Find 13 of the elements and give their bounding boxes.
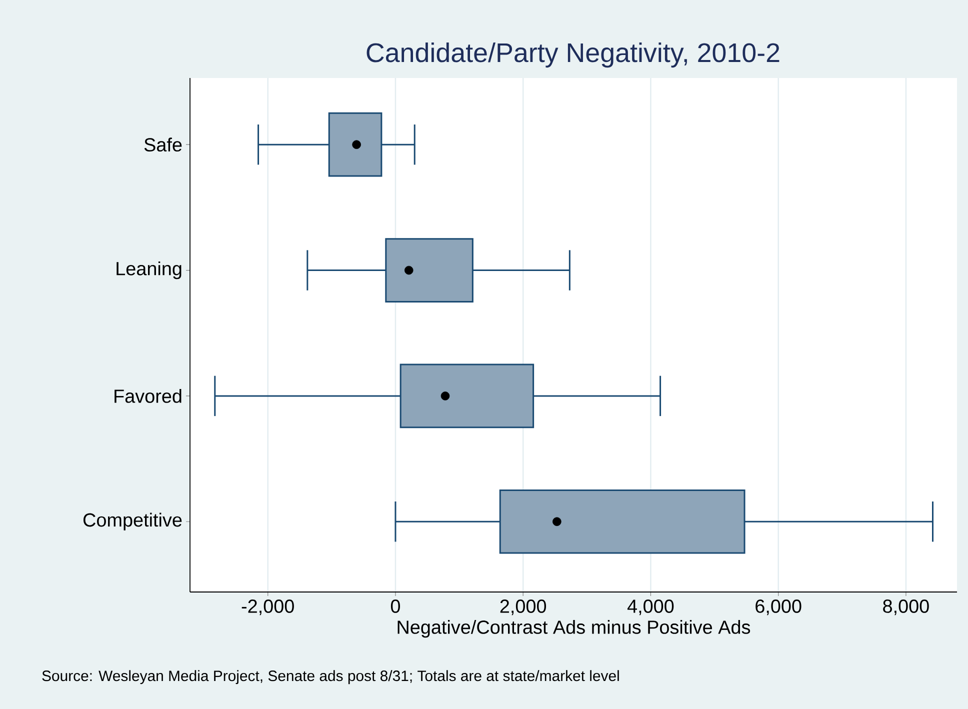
chart-title: Candidate/Party Negativity, 2010-2: [366, 42, 780, 68]
x-tick-label: 4,000: [627, 600, 674, 616]
x-tick-label: 8,000: [883, 600, 929, 616]
x-axis-title: Negative/Contrast Ads minus Positive Ads: [398, 620, 750, 638]
x-tick-label: -2,000: [242, 600, 294, 616]
x-tick-label: 0: [390, 600, 400, 613]
y-tick-label: Safe: [144, 138, 182, 152]
y-tick-label: Favored: [114, 388, 182, 403]
source-note: Source: Wesleyan Media Project, Senate ads post 8/31; Totals are at state/market level: [42, 670, 619, 684]
y-tick-label: Leaning: [116, 261, 182, 280]
x-tick-label: 2,000: [500, 600, 546, 616]
y-tick-label: Competitive: [84, 512, 182, 530]
x-tick-label: 6,000: [756, 600, 802, 616]
